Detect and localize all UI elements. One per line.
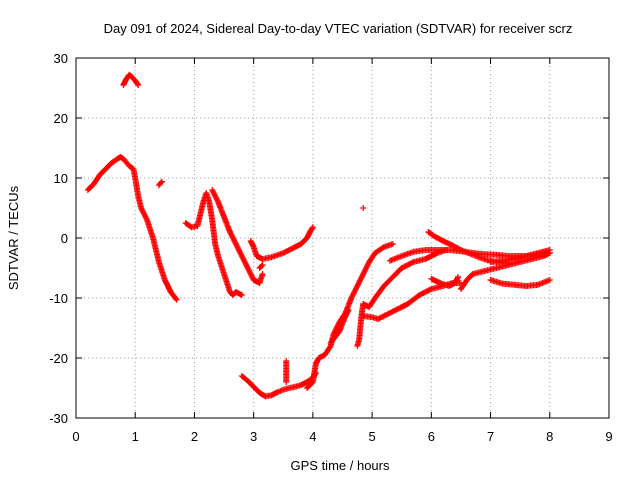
x-axis-label: GPS time / hours	[291, 458, 390, 473]
data-point-markers	[256, 262, 266, 271]
series-arc-20	[487, 277, 553, 289]
plot-frame	[75, 57, 610, 419]
data-point-markers	[327, 307, 352, 346]
series-arc-6	[247, 224, 316, 262]
x-tick-label: 8	[546, 429, 553, 444]
y-tick-label: 10	[54, 171, 68, 186]
y-tick-label: -10	[49, 291, 68, 306]
data-point-markers	[238, 370, 319, 400]
series-arc-1	[84, 154, 180, 303]
data-point-markers	[84, 154, 180, 303]
data-point-markers	[354, 301, 367, 349]
x-tick-label: 5	[368, 429, 375, 444]
chart-title: Day 091 of 2024, Sidereal Day-to-day VTE…	[104, 21, 573, 36]
y-tick-label: -20	[49, 351, 68, 366]
x-tick-label: 6	[428, 429, 435, 444]
x-tick-label: 3	[250, 429, 257, 444]
data-point-markers	[428, 274, 461, 289]
data-point-markers	[360, 247, 450, 310]
data-point-markers	[457, 250, 553, 292]
data-point-markers	[487, 247, 553, 265]
x-tick-label: 0	[72, 429, 79, 444]
y-tick-label: -30	[49, 411, 68, 426]
series-arc-12	[360, 205, 367, 211]
y-tick-label: 30	[54, 51, 68, 66]
data-point-markers	[120, 71, 142, 88]
x-tick-label: 1	[132, 429, 139, 444]
data-point-markers	[182, 190, 245, 298]
data-point-markers	[247, 224, 316, 262]
series-arc-14	[360, 247, 450, 310]
data-point-markers	[283, 358, 290, 385]
series-arc-13	[354, 301, 367, 349]
series-arc-21	[487, 247, 553, 265]
x-tick-label: 4	[309, 429, 316, 444]
data-point-markers	[209, 187, 266, 286]
x-tick-label: 7	[487, 429, 494, 444]
series-arc-19	[457, 250, 553, 292]
data-points-layer	[84, 71, 553, 400]
data-point-markers	[155, 178, 165, 189]
series-arc-3	[155, 178, 165, 189]
series-arc-11	[327, 307, 352, 346]
data-point-markers	[360, 205, 367, 211]
series-arc-8	[238, 370, 319, 400]
series-arc-5	[209, 187, 266, 286]
data-point-markers	[487, 277, 553, 289]
x-tick-label: 2	[191, 429, 198, 444]
series-arc-7	[256, 262, 266, 271]
series-arc-18	[428, 274, 461, 289]
x-tick-label: 9	[605, 429, 612, 444]
grid-layer	[76, 58, 609, 418]
y-tick-label: 0	[61, 231, 68, 246]
series-arc-9	[283, 358, 290, 385]
y-axis-label: SDTVAR / TECUs	[6, 185, 21, 290]
y-tick-label: 20	[54, 111, 68, 126]
series-arc-4	[182, 190, 245, 298]
axis-layer: 0 1 2 3 4 5 6 7 8 9 -30 -20 -10 0 10 20 30	[49, 51, 612, 444]
series-arc-2	[120, 71, 142, 88]
